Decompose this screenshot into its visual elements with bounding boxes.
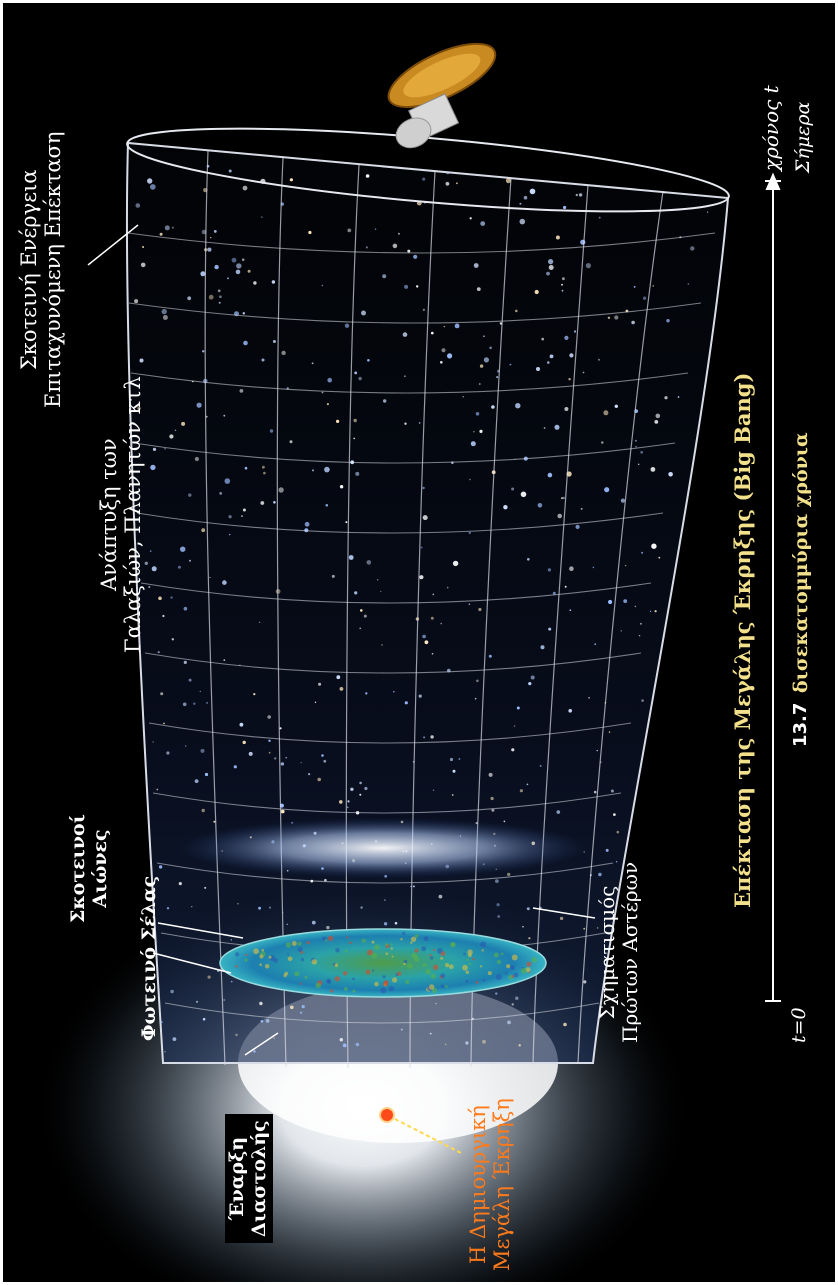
time-zero-label: t=0: [788, 1007, 810, 1043]
inflation-label: Έναρξη Διαστολής: [225, 1114, 273, 1243]
big-bang-label: Η Δημιουργική Μεγάλη Έκρηξη: [466, 1098, 515, 1271]
today-label: Σήμερα: [792, 101, 814, 173]
dark-ages-label: Σκοτεινοί Αιώνες: [67, 814, 111, 923]
universe-timeline-diagram: Σκοτεινή Ενέργεια Επιταχυνόμενη Επέκταση…: [3, 3, 835, 1282]
expanding-universe-illustration: [3, 3, 835, 1282]
cmb-disc: [219, 928, 547, 998]
big-bang-dot: [379, 1107, 395, 1123]
first-stars-label: Σχηματισμός Πρώτων Αστέρων: [595, 861, 642, 1043]
duration-unit: δισεκατομμύρια χρόνια: [790, 432, 812, 693]
afterglow-label: Φωτεινό Σέλας: [138, 875, 160, 1041]
first-stars-band: [178, 818, 588, 878]
satellite-icon: [387, 42, 497, 149]
duration-value: 13.7: [790, 702, 811, 747]
expansion-caption: Επέκταση της Μεγάλης Έκρηξης (Big Bang): [730, 372, 755, 908]
time-axis: [765, 172, 781, 1002]
time-axis-label: χρόνος t: [759, 85, 783, 171]
galaxy-development-label: Ανάπτυξη των Γαλαξιών, Πλανητών κτλ: [97, 376, 146, 653]
dark-energy-label: Σκοτεινή Ενέργεια Επιταχυνόμενη Επέκταση: [17, 131, 66, 408]
